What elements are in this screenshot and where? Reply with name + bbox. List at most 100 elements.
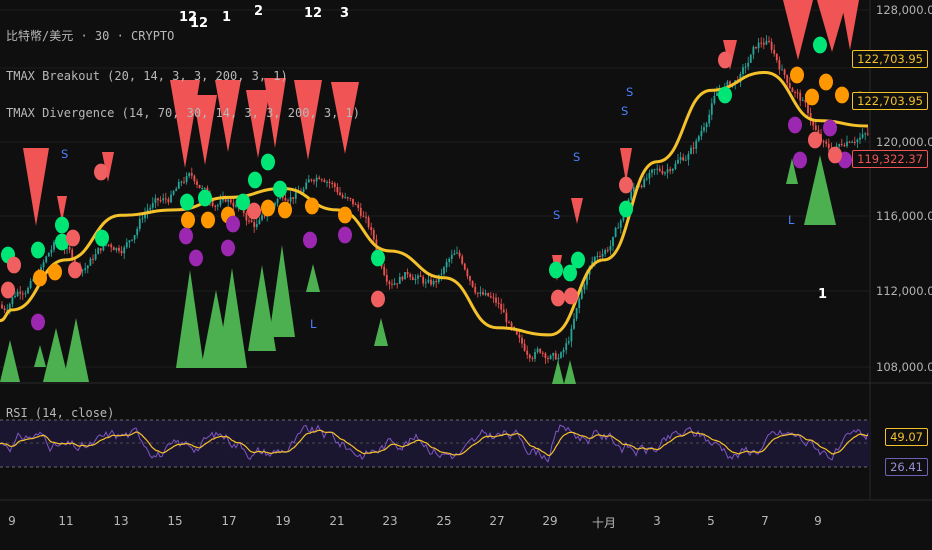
- candle-body: [341, 195, 344, 198]
- candle-body: [190, 173, 193, 176]
- candle-body: [289, 197, 292, 202]
- candle-body: [409, 274, 412, 278]
- candle-body: [742, 67, 744, 74]
- buy-triangle: [804, 155, 836, 225]
- signal-dot: [95, 229, 109, 247]
- candle-body: [336, 186, 339, 193]
- indicator-breakout-legend[interactable]: TMAX Breakout (20, 14, 3, 3, 200, 3, 1): [6, 69, 288, 83]
- candle-body: [11, 297, 14, 305]
- candle-body: [783, 69, 786, 75]
- candle-body: [292, 197, 295, 199]
- candle-body: [211, 200, 214, 206]
- buy-triangle: [34, 345, 46, 367]
- candle-body: [666, 169, 669, 173]
- candle-body: [47, 252, 50, 257]
- candle-body: [775, 53, 778, 61]
- buy-triangle: [269, 245, 295, 337]
- candle-body: [812, 121, 815, 126]
- time-axis-label: 19: [275, 514, 291, 528]
- candle-body: [183, 181, 185, 183]
- candle-body: [326, 181, 328, 183]
- signal-dot: [835, 86, 849, 104]
- candle-body: [593, 257, 596, 262]
- candle-body: [131, 239, 133, 241]
- candle-body: [359, 207, 362, 216]
- candle-body: [385, 274, 388, 282]
- candle-body: [167, 199, 170, 203]
- candle-body: [305, 182, 308, 189]
- signal-dot: [94, 163, 108, 181]
- candle-body: [469, 276, 471, 281]
- signal-dot: [793, 151, 807, 169]
- time-axis-label: 13: [113, 514, 129, 528]
- sell-triangle: [57, 196, 67, 222]
- candle-body: [482, 292, 484, 295]
- candle-body: [510, 322, 513, 327]
- candle-body: [162, 198, 165, 201]
- candle-body: [612, 236, 614, 247]
- sell-triangle: [102, 152, 114, 182]
- signal-dot: [33, 269, 47, 287]
- candle-body: [71, 249, 74, 260]
- candle-body: [495, 297, 497, 303]
- sell-triangle: [246, 90, 270, 158]
- candle-body: [99, 248, 102, 251]
- candle-body: [840, 144, 843, 146]
- candle-body: [372, 230, 375, 240]
- signal-dot: [563, 264, 577, 282]
- candle-body: [86, 265, 89, 269]
- time-axis-label: 15: [167, 514, 183, 528]
- candle-body: [544, 353, 547, 359]
- time-axis-label: 3: [653, 514, 661, 528]
- candle-body: [396, 283, 399, 285]
- rsi-value-tag: 49.07: [885, 428, 928, 446]
- candle-body: [630, 191, 633, 200]
- candle-body: [398, 276, 401, 284]
- candle-body: [440, 273, 443, 275]
- candle-body: [575, 307, 578, 319]
- candle-body: [406, 272, 409, 275]
- candle-body: [690, 147, 692, 155]
- candle-body: [219, 200, 222, 206]
- signal-dot: [619, 176, 633, 194]
- symbol-legend[interactable]: 比特幣/美元 · 30 · CRYPTO: [6, 29, 175, 43]
- candle-body: [541, 352, 544, 354]
- candle-body: [3, 308, 6, 311]
- signal-dot: [788, 116, 802, 134]
- candle-body: [328, 181, 331, 184]
- candle-body: [474, 286, 477, 293]
- candle-body: [500, 303, 503, 310]
- time-axis-label: 21: [329, 514, 345, 528]
- candle-body: [692, 147, 695, 149]
- signal-markers: [0, 0, 867, 384]
- candle-body: [570, 328, 573, 342]
- candle-body: [710, 103, 713, 115]
- candle-body: [560, 352, 562, 358]
- indicator-divergence-legend[interactable]: TMAX Divergence (14, 70, 30, 14, 3, 3, 2…: [6, 106, 361, 120]
- candle-body: [708, 114, 711, 124]
- candle-body: [658, 168, 661, 171]
- candle-body: [32, 279, 35, 281]
- candle-body: [193, 175, 196, 182]
- candle-body: [294, 192, 297, 199]
- candle-body: [645, 178, 648, 180]
- candle-body: [164, 198, 167, 200]
- candle-body: [848, 141, 851, 143]
- candle-body: [809, 112, 812, 122]
- rsi-legend[interactable]: RSI (14, close): [6, 406, 115, 420]
- signal-dot: [549, 261, 563, 279]
- signal-dot: [248, 171, 262, 189]
- price-axis-label: 128,000.00: [876, 3, 932, 17]
- candle-body: [851, 142, 854, 144]
- buy-triangle: [306, 264, 320, 292]
- candle-body: [515, 330, 518, 335]
- price-axis-label: 116,000.00: [876, 209, 932, 223]
- candle-body: [352, 198, 354, 205]
- candle-body: [846, 141, 848, 147]
- signal-dot: [55, 216, 69, 234]
- candle-body: [170, 194, 172, 203]
- candle-body: [531, 358, 534, 360]
- candle-body: [149, 207, 152, 210]
- candle-body: [45, 256, 48, 263]
